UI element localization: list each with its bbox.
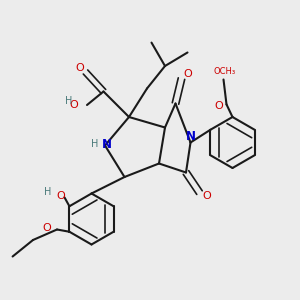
Text: O: O bbox=[57, 191, 65, 201]
Text: H: H bbox=[44, 187, 52, 197]
Text: O: O bbox=[184, 69, 193, 79]
Text: O: O bbox=[215, 101, 224, 111]
Text: OCH₃: OCH₃ bbox=[214, 68, 236, 76]
Text: O: O bbox=[202, 190, 211, 201]
Text: H: H bbox=[91, 139, 98, 149]
Text: N: N bbox=[186, 130, 196, 143]
Text: H: H bbox=[65, 96, 72, 106]
Text: O: O bbox=[43, 223, 52, 233]
Text: O: O bbox=[70, 100, 79, 110]
Text: O: O bbox=[76, 63, 85, 74]
Text: N: N bbox=[101, 138, 112, 151]
